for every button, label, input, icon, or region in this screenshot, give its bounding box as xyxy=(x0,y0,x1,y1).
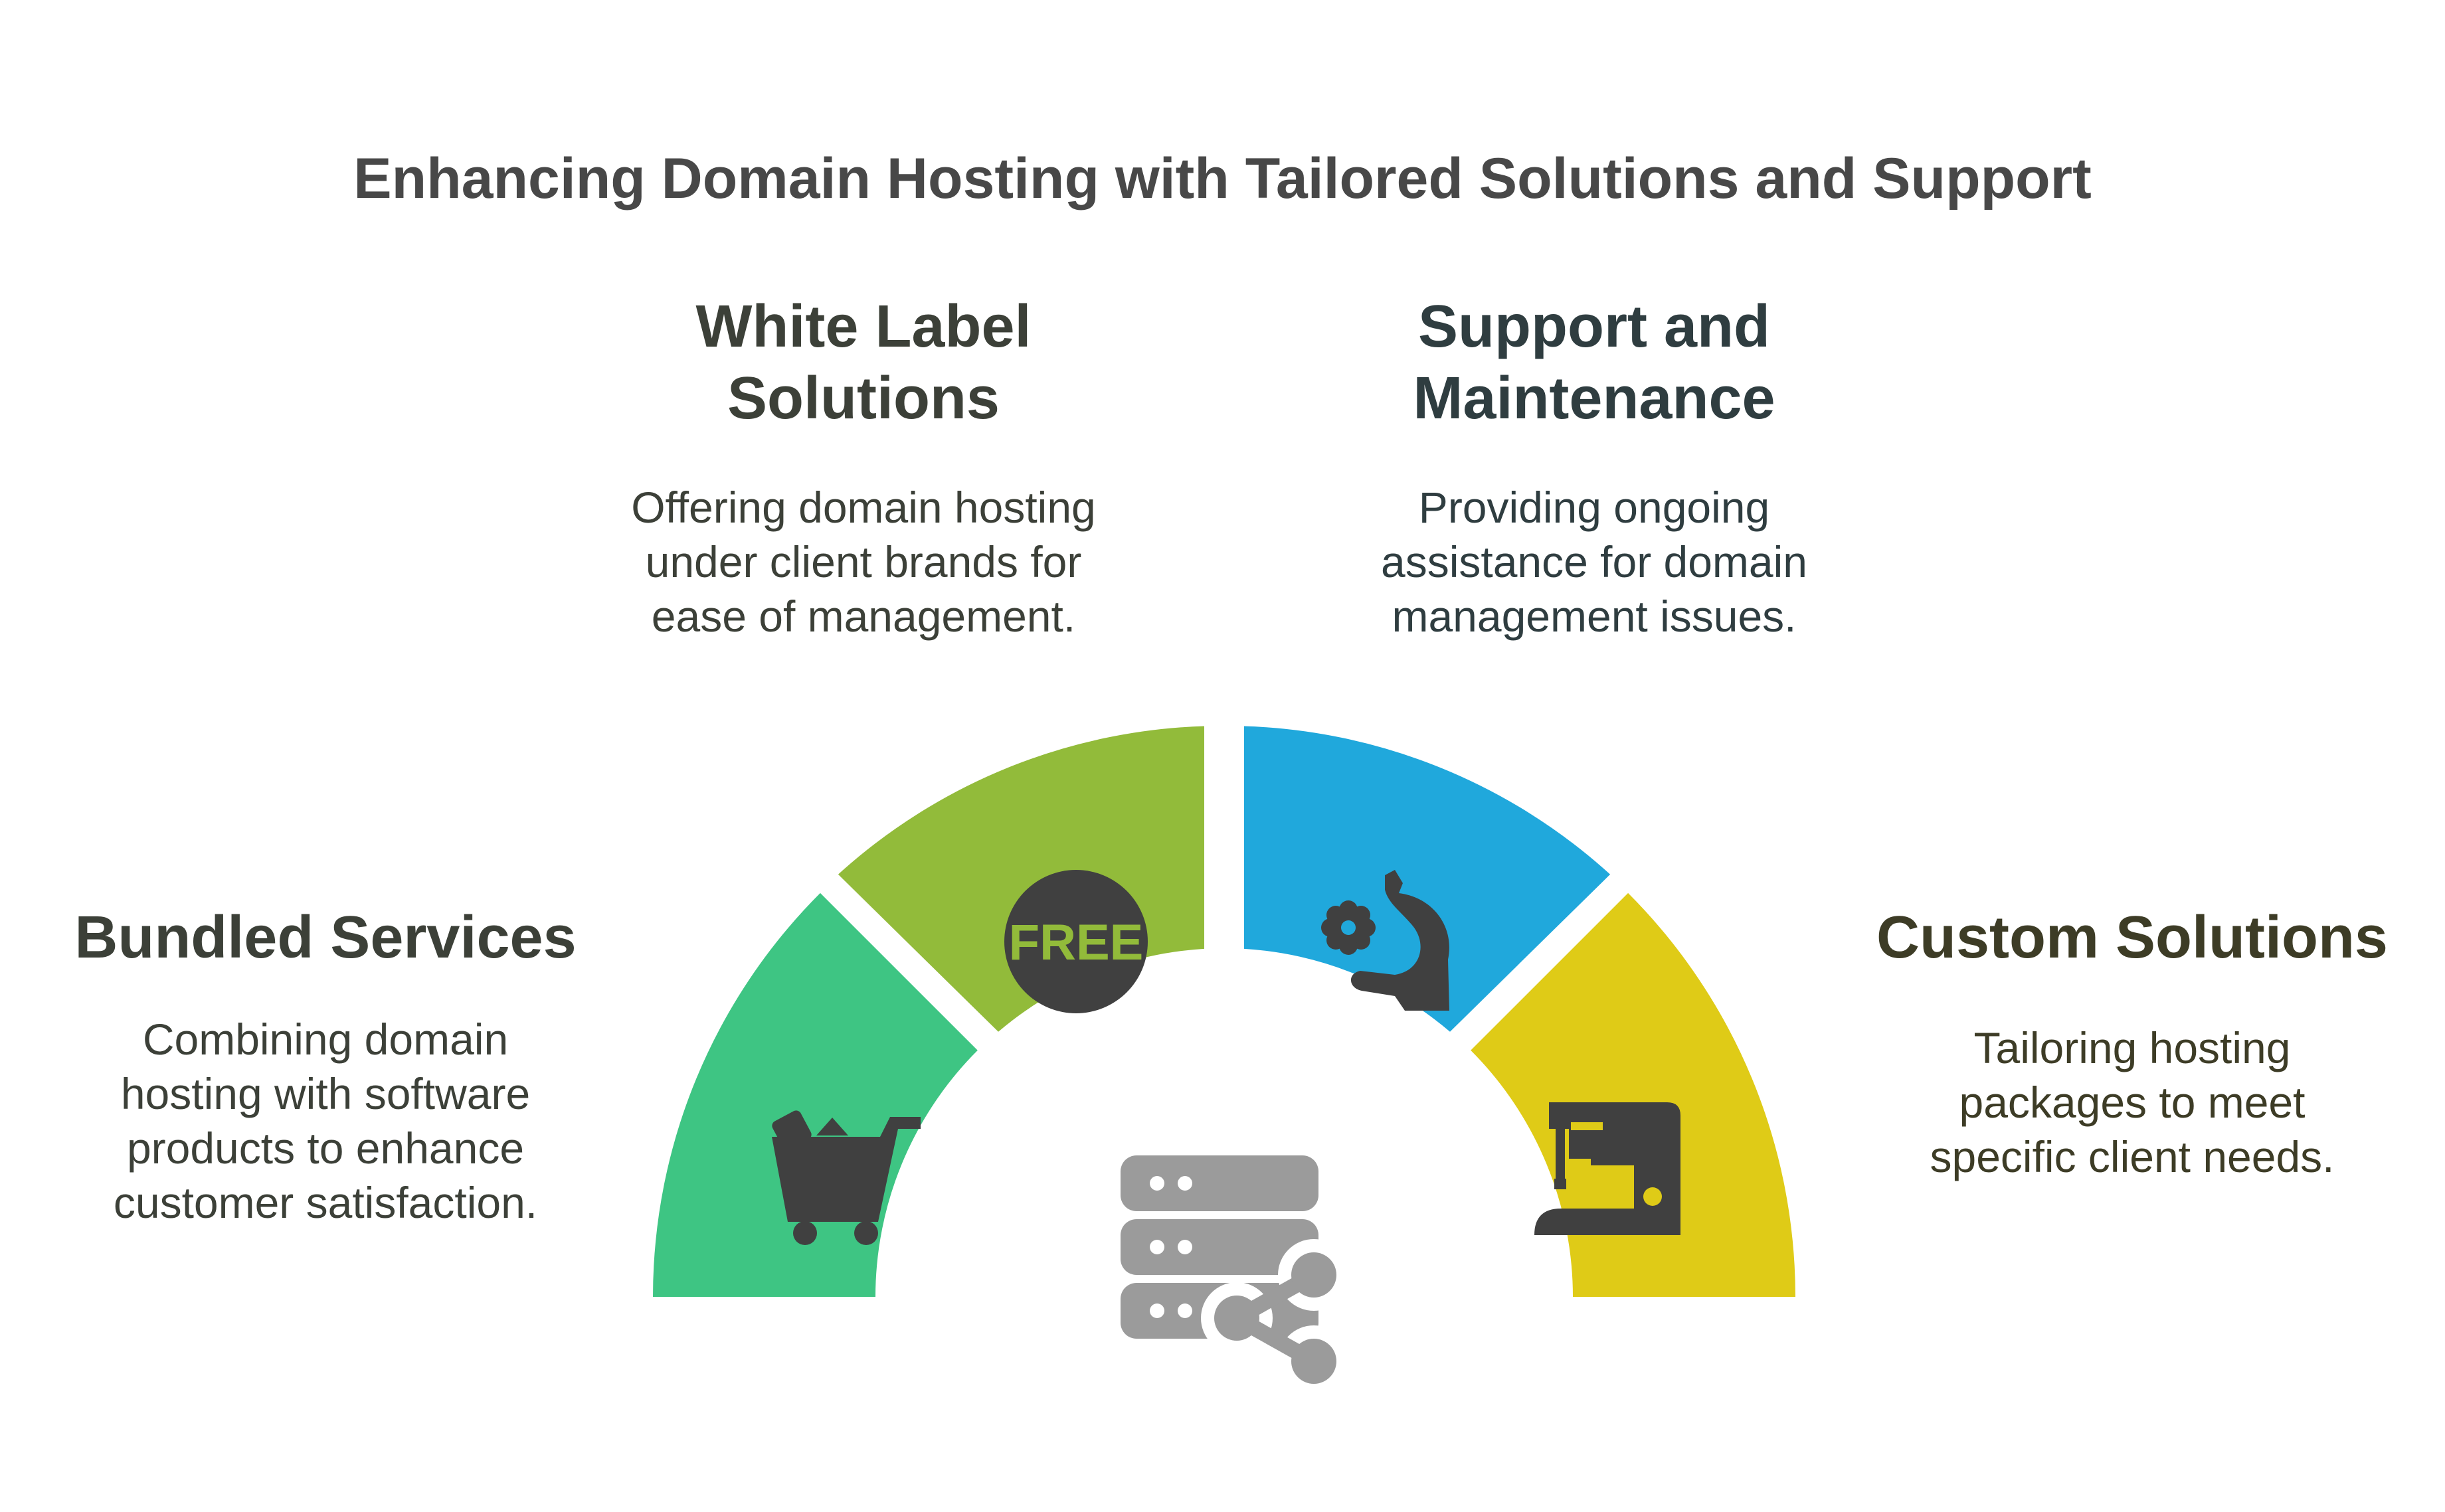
bundled-heading: Bundled Services xyxy=(74,904,577,971)
segment-custom xyxy=(1471,892,1795,1297)
page-title: Enhancing Domain Hosting with Tailored S… xyxy=(353,147,2092,210)
custom-heading: Custom Solutions xyxy=(1876,904,2388,971)
shopping-cart-icon xyxy=(772,1110,921,1245)
custom-description: Tailoring hosting packages to meet speci… xyxy=(1930,1023,2335,1181)
sewing-machine-icon xyxy=(1534,1102,1680,1235)
segment-support xyxy=(1244,726,1611,1032)
white-label-description: Offering domain hosting under client bra… xyxy=(631,483,1096,641)
support-heading: Support and Maintenance xyxy=(1413,294,1775,432)
segment-bundled xyxy=(653,892,978,1297)
white-label-heading: White Label Solutions xyxy=(695,294,1032,432)
bundled-description: Combining domain hosting with software p… xyxy=(113,1015,538,1227)
helping-hand-gear-icon xyxy=(1321,870,1449,1011)
support-description: Providing ongoing assistance for domain … xyxy=(1381,483,1807,641)
server-share-icon xyxy=(1121,1155,1350,1397)
free-badge-icon: FREE xyxy=(1004,870,1148,1013)
svg-text:FREE: FREE xyxy=(1009,914,1144,971)
